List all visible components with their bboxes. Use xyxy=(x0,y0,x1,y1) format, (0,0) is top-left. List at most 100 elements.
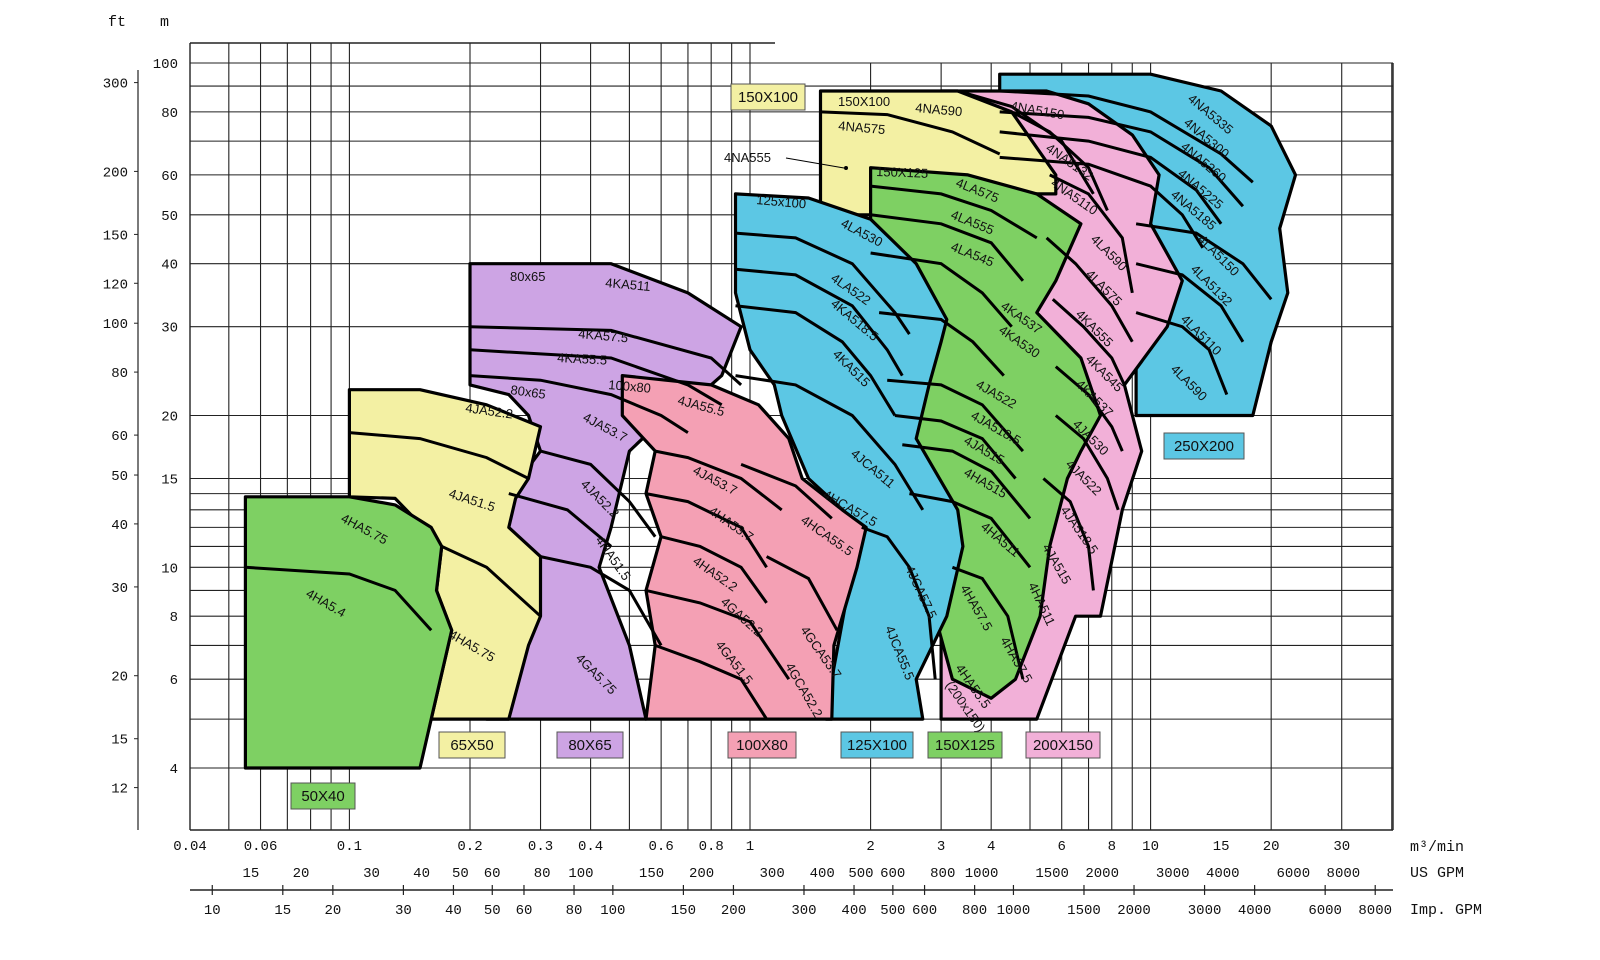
y-tick-m: 15 xyxy=(161,473,178,489)
x-tick-usgpm: 100 xyxy=(568,866,593,882)
size-label-box xyxy=(438,731,506,759)
x-tick-usgpm: 2000 xyxy=(1085,866,1119,882)
impeller-curve xyxy=(887,378,1025,453)
impeller-label: 4JA52.2 xyxy=(465,400,514,421)
y-tick-ft: 40 xyxy=(111,518,128,534)
impeller-label: 4KA511 xyxy=(605,275,651,294)
x-tick-usgpm: 800 xyxy=(930,866,955,882)
impeller-curve xyxy=(469,374,689,434)
x-tick-usgpm: 80 xyxy=(534,866,551,882)
y-tick-m: 10 xyxy=(161,561,178,577)
impeller-curve xyxy=(740,463,833,520)
size-label-box xyxy=(556,731,624,759)
impeller-curve xyxy=(999,89,1254,184)
impeller-label: 100x80 xyxy=(608,377,652,396)
x-unit-impgpm: Imp. GPM xyxy=(1410,902,1482,919)
x-tick-metric: 0.1 xyxy=(337,839,362,855)
y-tick-ft: 50 xyxy=(111,469,128,485)
x-tick-metric: 30 xyxy=(1333,839,1350,855)
impeller-curve xyxy=(660,535,768,604)
impeller-curve xyxy=(1042,477,1095,591)
size-label: 65X50 xyxy=(450,737,493,754)
x-tick-metric: 10 xyxy=(1142,839,1159,855)
impeller-curve xyxy=(999,130,1223,225)
impeller-curve xyxy=(1135,262,1245,343)
x-tick-impgpm: 30 xyxy=(395,903,412,919)
x-tick-impgpm: 1500 xyxy=(1067,903,1101,919)
y-tick-m: 6 xyxy=(170,673,178,689)
x-unit-metric: m³/min xyxy=(1410,839,1464,856)
impeller-curve xyxy=(951,565,1025,680)
x-tick-metric: 0.4 xyxy=(578,839,603,855)
impeller-curve xyxy=(1054,365,1124,452)
x-tick-impgpm: 150 xyxy=(671,903,696,919)
impeller-curves xyxy=(245,89,1273,720)
x-tick-usgpm: 400 xyxy=(810,866,835,882)
y-tick-ft: 150 xyxy=(103,228,128,244)
y-tick-m: 4 xyxy=(170,762,178,778)
x-tick-usgpm: 6000 xyxy=(1277,866,1311,882)
size-label-box xyxy=(927,731,1003,759)
impeller-curve xyxy=(902,443,1032,520)
impeller-curve xyxy=(1045,236,1134,343)
size-label: 50X40 xyxy=(301,788,344,805)
impeller-curve xyxy=(469,348,723,407)
impeller-curve xyxy=(1011,110,1109,212)
y-tick-ft: 80 xyxy=(111,366,128,382)
impeller-curve xyxy=(1049,173,1134,294)
impeller-curve xyxy=(245,565,433,632)
y-tick-m: 30 xyxy=(161,321,178,337)
x-tick-impgpm: 300 xyxy=(791,903,816,919)
x-tick-impgpm: 20 xyxy=(324,903,341,919)
impeller-curve xyxy=(540,449,657,538)
size-label: 150X125 xyxy=(935,737,995,754)
size-label-box xyxy=(1163,432,1245,460)
x-tick-metric: 1 xyxy=(746,839,754,855)
impeller-label: 80x65 xyxy=(510,382,547,402)
x-tick-impgpm: 2000 xyxy=(1117,903,1151,919)
x-tick-impgpm: 4000 xyxy=(1238,903,1272,919)
impeller-curve xyxy=(508,492,613,548)
x-tick-impgpm: 80 xyxy=(566,903,583,919)
size-label-box xyxy=(727,731,797,759)
impeller-label: 125x100 xyxy=(756,192,807,211)
x-tick-metric: 3 xyxy=(937,839,945,855)
x-tick-metric: 8 xyxy=(1108,839,1116,855)
x-tick-impgpm: 60 xyxy=(516,903,533,919)
x-tick-usgpm: 15 xyxy=(243,866,260,882)
impeller-curve xyxy=(878,311,1005,377)
x-tick-metric: 4 xyxy=(987,839,995,855)
y-tick-ft: 200 xyxy=(103,165,128,181)
size-label-box xyxy=(730,83,806,111)
x-tick-usgpm: 200 xyxy=(689,866,714,882)
size-label: 125X100 xyxy=(847,737,907,754)
x-tick-metric: 0.2 xyxy=(457,839,482,855)
size-label: 200X150 xyxy=(1033,737,1093,754)
y-tick-m: 8 xyxy=(170,610,178,626)
impeller-curve xyxy=(735,231,911,335)
y-tick-m: 20 xyxy=(161,410,178,426)
impeller-curve xyxy=(349,431,530,480)
x-tick-usgpm: 30 xyxy=(363,866,380,882)
x-tick-impgpm: 50 xyxy=(484,903,501,919)
impeller-label: 4KA57.5 xyxy=(578,326,629,345)
x-tick-impgpm: 6000 xyxy=(1308,903,1342,919)
x-tick-impgpm: 200 xyxy=(721,903,746,919)
y-tick-ft: 20 xyxy=(111,670,128,686)
region-100x80 xyxy=(620,374,868,721)
impeller-curve xyxy=(861,525,937,680)
impeller-curve xyxy=(1135,311,1229,396)
x-tick-impgpm: 500 xyxy=(880,903,905,919)
x-tick-metric: 15 xyxy=(1213,839,1230,855)
size-label: 250X200 xyxy=(1174,438,1234,455)
y-tick-ft: 100 xyxy=(103,317,128,333)
impeller-curve xyxy=(441,545,542,618)
x-tick-impgpm: 400 xyxy=(841,903,866,919)
impeller-curve xyxy=(909,492,1032,569)
x-tick-usgpm: 3000 xyxy=(1156,866,1190,882)
impeller-curve xyxy=(820,110,1001,156)
y-tick-m: 40 xyxy=(161,258,178,274)
region-125x100 xyxy=(733,192,965,721)
x-tick-usgpm: 4000 xyxy=(1206,866,1240,882)
